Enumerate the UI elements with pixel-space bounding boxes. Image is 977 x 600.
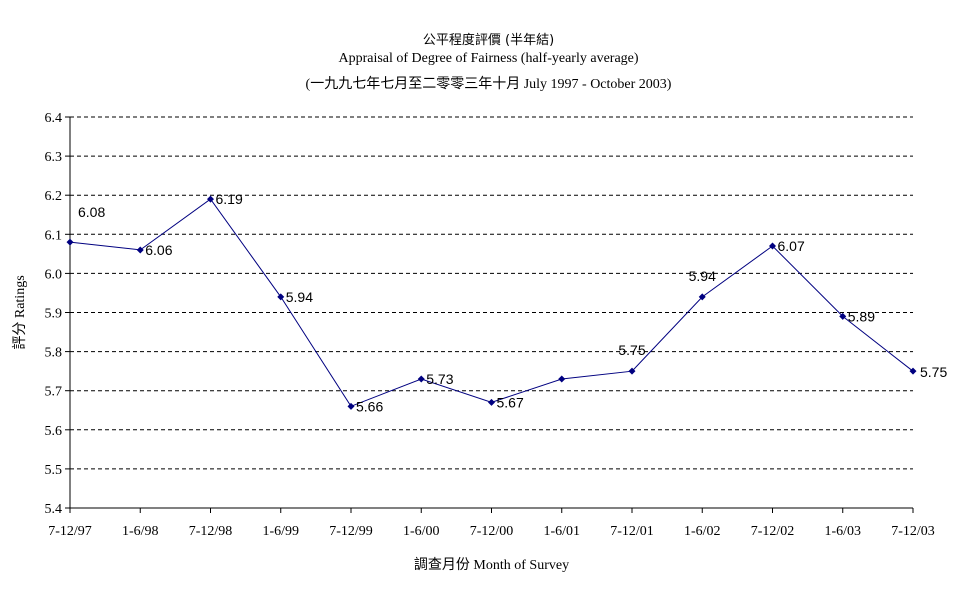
data-labels: 6.08 6.06 6.19 5.94 5.66 5.73 5.67 5.75 5.94 6.07… [78,191,947,414]
x-axis-title: 調查月份 Month of Survey [414,557,569,573]
y-tick-label: 6.3 [45,150,63,165]
data-label: 5.67 [497,394,524,410]
data-point [558,375,566,383]
y-tick-label: 5.7 [45,385,63,400]
data-label: 5.66 [356,398,383,414]
data-label: 6.06 [145,242,172,258]
x-tick-label: 7-12/99 [329,524,373,539]
y-tick-label: 5.4 [45,502,63,517]
y-tick-label: 5.5 [45,463,63,478]
data-point [839,312,847,320]
y-tick-label: 6.2 [45,189,63,204]
series [66,195,917,410]
x-tick-labels: 7-12/97 1-6/98 7-12/98 1-6/99 7-12/99 1-6/00 7… [48,524,935,539]
data-point [207,195,214,203]
y-axis-title: 評分 Ratings [12,275,28,349]
axes [65,116,914,513]
x-tick-label: 1-6/99 [262,524,299,539]
data-point [347,402,355,410]
data-point [909,367,917,375]
y-tick-label: 6.1 [45,228,63,243]
y-tick-label: 5.9 [45,307,63,322]
x-tick-label: 1-6/00 [403,524,440,539]
data-label: 6.19 [216,191,243,207]
data-point [488,398,495,406]
y-tick-label: 6.0 [45,267,63,282]
y-tick-labels: 5.4 5.5 5.6 5.7 5.8 5.9 6.0 6.1 6.2 6.3 6.4 [45,111,63,517]
x-tick-label: 1-6/02 [684,524,721,539]
x-tick-label: 1-6/01 [543,524,580,539]
x-tick-label: 7-12/01 [610,524,654,539]
data-label: 5.89 [848,308,875,324]
y-tick-label: 6.4 [45,111,63,126]
x-tick-label: 7-12/00 [470,524,514,539]
x-tick-label: 1-6/03 [824,524,861,539]
data-point [769,242,776,250]
data-point [698,293,706,301]
data-label: 5.75 [920,364,947,380]
data-point [136,246,144,254]
data-point [66,238,74,246]
x-tick-label: 1-6/98 [122,524,159,539]
gridlines [70,116,913,470]
data-point [417,375,425,383]
y-tick-label: 5.6 [45,424,63,439]
data-label: 6.07 [778,238,805,254]
x-tick-label: 7-12/98 [189,524,233,539]
y-tick-label: 5.8 [45,346,63,361]
data-label: 5.73 [426,371,453,387]
series-line [69,198,914,407]
data-label: 5.75 [618,342,645,358]
x-tick-label: 7-12/03 [891,524,935,539]
chart-title: 公平程度評價 (半年結) [422,33,555,48]
data-point [628,367,636,375]
data-label: 5.94 [286,289,313,305]
chart-date-range: (一九九七年七月至二零零三年十月 July 1997 - October 200… [305,77,672,92]
data-point [277,293,285,301]
x-tick-label: 7-12/97 [48,524,92,539]
x-tick-label: 7-12/02 [751,524,795,539]
data-label: 6.08 [78,204,105,220]
data-label: 5.94 [689,268,716,284]
chart-subtitle: Appraisal of Degree of Fairness (half-ye… [338,51,639,66]
